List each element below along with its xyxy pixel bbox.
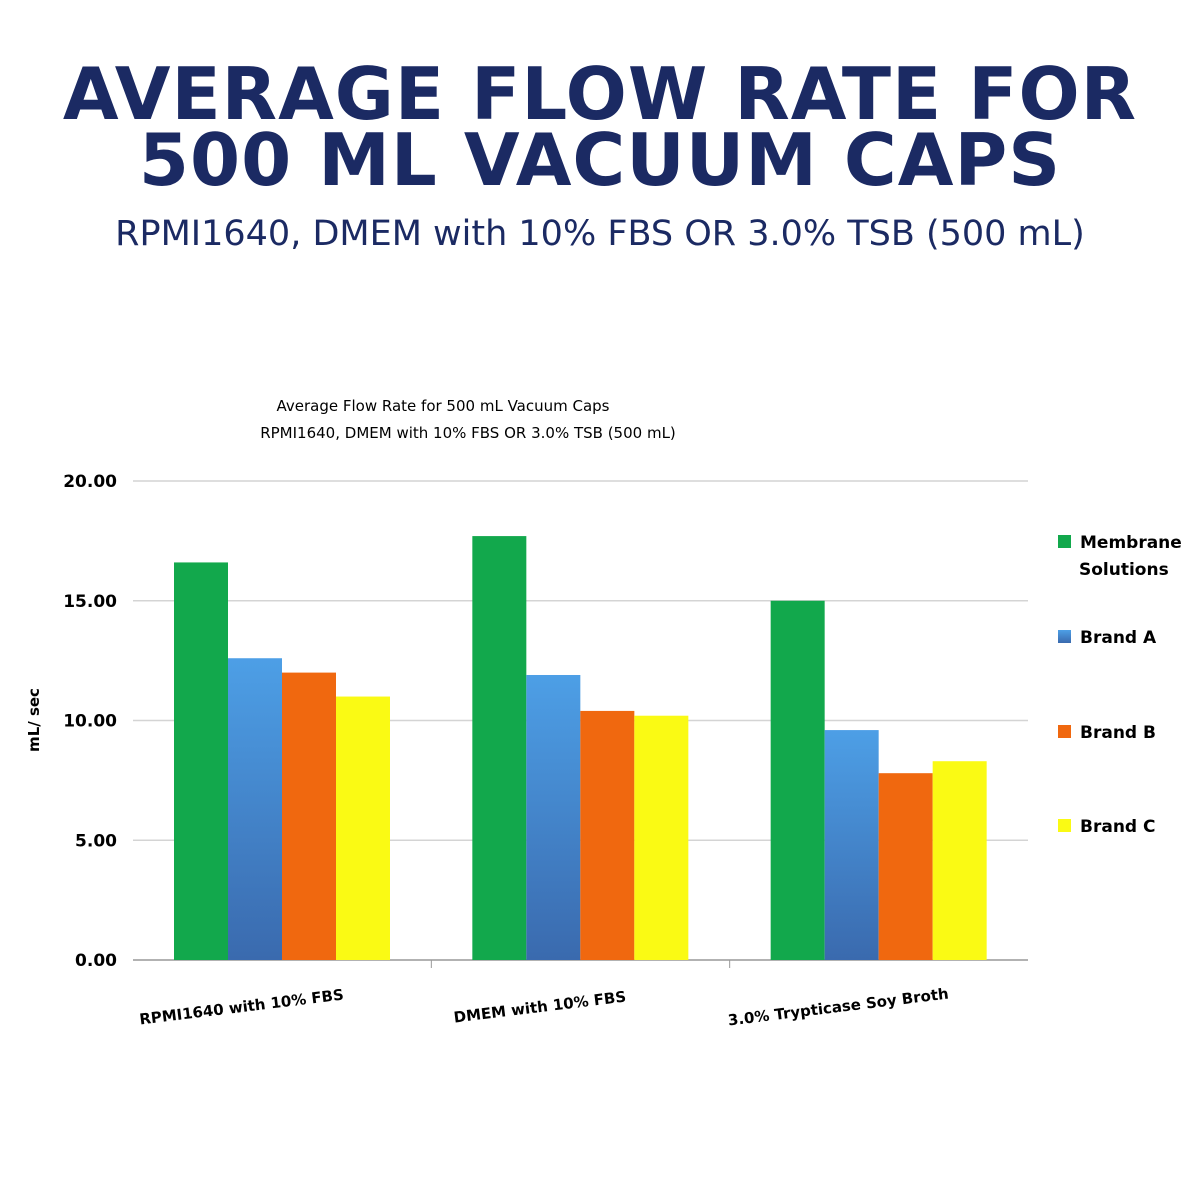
- bar-brand-c: [336, 696, 390, 960]
- bar-brand-a: [228, 658, 282, 960]
- x-tick-label: RPMI1640 with 10% FBS: [138, 986, 344, 1029]
- legend-label: Solutions: [1079, 560, 1169, 580]
- legend-swatch: [1058, 725, 1071, 738]
- x-tick-label: 3.0% Trypticase Soy Broth: [727, 985, 950, 1030]
- legend-swatch: [1058, 535, 1071, 548]
- bar-brand-c: [634, 715, 689, 960]
- bar-membrane-solutions: [472, 536, 527, 960]
- bar-membrane-solutions: [174, 562, 228, 960]
- x-tick-label: DMEM with 10% FBS: [453, 988, 627, 1027]
- legend-label: Brand C: [1080, 817, 1155, 837]
- page-title-line1: AVERAGE FLOW RATE FOR: [62, 52, 1138, 136]
- y-axis-label: mL/ sec: [25, 688, 43, 752]
- bar-brand-a: [526, 674, 581, 960]
- legend-label: Membrane: [1080, 533, 1182, 553]
- page-subtitle: RPMI1640, DMEM with 10% FBS OR 3.0% TSB …: [115, 214, 1085, 254]
- y-tick-label: 15.00: [63, 592, 117, 612]
- chart-title: Average Flow Rate for 500 mL Vacuum Caps: [277, 397, 610, 415]
- y-tick-label: 10.00: [63, 712, 117, 732]
- chart-subtitle: RPMI1640, DMEM with 10% FBS OR 3.0% TSB …: [260, 424, 676, 442]
- page-title-line2: 500 ML VACUUM CAPS: [138, 118, 1062, 202]
- legend-swatch: [1058, 819, 1071, 832]
- y-tick-label: 0.00: [75, 951, 117, 971]
- bar-membrane-solutions: [770, 600, 825, 960]
- legend-label: Brand A: [1080, 628, 1157, 648]
- legend-swatch: [1058, 630, 1071, 643]
- bar-brand-b: [282, 672, 336, 960]
- bar-brand-b: [878, 773, 933, 960]
- bar-brand-b: [580, 710, 635, 960]
- legend-label: Brand B: [1080, 723, 1156, 743]
- bar-brand-a: [824, 730, 879, 960]
- y-tick-label: 20.00: [63, 472, 117, 492]
- bar-brand-c: [932, 761, 987, 960]
- y-tick-label: 5.00: [75, 831, 117, 851]
